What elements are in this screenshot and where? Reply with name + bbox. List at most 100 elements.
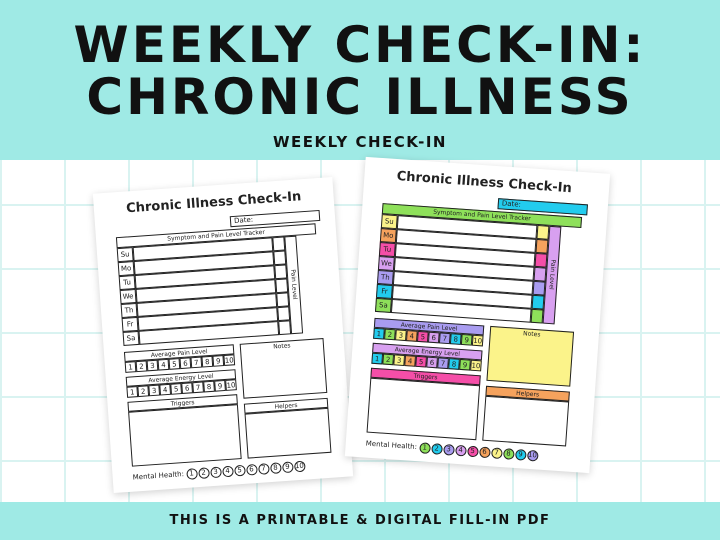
mental-health-option-6[interactable]: 6 xyxy=(245,463,258,476)
avg-energy-cell-2[interactable]: 2 xyxy=(382,353,395,366)
title-line-1: WEEKLY CHECK-IN: xyxy=(73,16,647,74)
day-label-mo: Mo xyxy=(379,228,397,244)
avg-pain-cell-4[interactable]: 4 xyxy=(406,330,418,342)
helpers-box[interactable] xyxy=(244,407,332,459)
avg-pain-cell-10[interactable]: 10 xyxy=(223,354,236,366)
avg-pain-cell-3[interactable]: 3 xyxy=(146,359,159,372)
avg-energy-cell-2[interactable]: 2 xyxy=(137,385,150,398)
avg-energy-cell-10[interactable]: 10 xyxy=(470,359,482,372)
triggers-box[interactable] xyxy=(128,404,242,467)
avg-pain-cell-5[interactable]: 5 xyxy=(416,330,429,343)
pain-level-box xyxy=(534,252,548,268)
avg-pain-cell-6[interactable]: 6 xyxy=(179,357,192,370)
pain-level-text: Pain Level xyxy=(547,259,557,290)
pain-level-box xyxy=(276,292,290,308)
avg-energy-cell-4[interactable]: 4 xyxy=(159,383,172,396)
pain-level-box xyxy=(531,294,545,310)
day-label-th: Th xyxy=(376,269,394,286)
helpers-box[interactable] xyxy=(482,395,570,447)
pain-level-box xyxy=(273,250,287,266)
avg-energy-cell-1[interactable]: 1 xyxy=(126,386,139,398)
avg-pain-cell-5[interactable]: 5 xyxy=(168,358,181,370)
mental-health-option-1[interactable]: 1 xyxy=(418,442,431,455)
mental-health-option-4[interactable]: 4 xyxy=(221,465,234,478)
mental-health-option-6[interactable]: 6 xyxy=(478,446,491,459)
mental-health-option-7[interactable]: 7 xyxy=(490,447,503,460)
avg-energy-cell-4[interactable]: 4 xyxy=(404,355,417,367)
mental-health-option-5[interactable]: 5 xyxy=(466,445,479,458)
day-label-we: We xyxy=(377,255,395,272)
mental-health-option-5[interactable]: 5 xyxy=(233,464,246,477)
avg-energy-cell-1[interactable]: 1 xyxy=(371,352,384,365)
pain-level-box xyxy=(274,264,288,280)
mental-health-option-10[interactable]: 10 xyxy=(526,449,539,462)
mental-health-option-8[interactable]: 8 xyxy=(502,448,515,460)
avg-pain-cell-1[interactable]: 1 xyxy=(124,361,137,373)
pain-level-box xyxy=(275,278,289,294)
mental-health-option-2[interactable]: 2 xyxy=(430,443,443,455)
avg-pain-cell-7[interactable]: 7 xyxy=(190,356,203,369)
pain-level-text: Pain Level xyxy=(289,269,299,300)
mental-health-label: Mental Health: xyxy=(132,469,187,482)
avg-pain-cell-2[interactable]: 2 xyxy=(384,328,396,341)
avg-pain-cell-2[interactable]: 2 xyxy=(135,360,148,373)
avg-energy-cell-7[interactable]: 7 xyxy=(437,357,449,370)
avg-energy-cell-5[interactable]: 5 xyxy=(170,383,183,395)
avg-energy-cell-7[interactable]: 7 xyxy=(192,381,204,394)
subtitle: WEEKLY CHECK-IN xyxy=(273,133,447,151)
day-label-sa: Sa xyxy=(122,330,140,346)
mental-health-option-3[interactable]: 3 xyxy=(209,466,222,479)
day-label-su: Su xyxy=(380,214,398,230)
pain-level-box xyxy=(533,266,547,282)
day-label-tu: Tu xyxy=(378,242,396,258)
avg-pain-cell-6[interactable]: 6 xyxy=(427,331,440,344)
pain-level-box xyxy=(536,224,550,240)
day-label-mo: Mo xyxy=(117,261,135,277)
notes-box[interactable]: Notes xyxy=(239,338,328,399)
avg-energy-cell-6[interactable]: 6 xyxy=(181,382,193,395)
avg-pain-cell-7[interactable]: 7 xyxy=(438,332,451,345)
avg-pain-cell-8[interactable]: 8 xyxy=(449,333,462,345)
mental-health-option-2[interactable]: 2 xyxy=(197,467,210,480)
avg-energy-cell-6[interactable]: 6 xyxy=(426,356,438,369)
mental-health-option-10[interactable]: 10 xyxy=(293,460,306,473)
page-title: Chronic Illness Check-In xyxy=(396,169,573,197)
day-label-th: Th xyxy=(120,302,138,319)
avg-energy-cell-8[interactable]: 8 xyxy=(448,358,460,370)
avg-pain-cell-9[interactable]: 9 xyxy=(460,333,473,346)
avg-pain-cell-9[interactable]: 9 xyxy=(212,355,225,367)
avg-pain-cell-4[interactable]: 4 xyxy=(157,358,170,371)
avg-energy-cell-9[interactable]: 9 xyxy=(459,358,471,371)
mental-health-option-3[interactable]: 3 xyxy=(442,443,455,456)
mental-health-option-4[interactable]: 4 xyxy=(454,444,467,457)
day-label-fr: Fr xyxy=(121,316,139,332)
notes-box[interactable]: Notes xyxy=(486,325,575,387)
avg-energy-cell-8[interactable]: 8 xyxy=(203,380,215,393)
avg-pain-cell-10[interactable]: 10 xyxy=(471,334,484,347)
planner-page-bw: Chronic Illness Check-In Date: Symptom and… xyxy=(92,176,354,494)
mental-health-option-9[interactable]: 9 xyxy=(281,461,294,474)
title-line-2: CHRONIC ILLNESS xyxy=(86,68,634,126)
day-label-sa: Sa xyxy=(374,297,392,313)
triggers-box[interactable] xyxy=(366,377,481,441)
mental-health-option-9[interactable]: 9 xyxy=(514,448,527,461)
day-label-su: Su xyxy=(116,247,134,263)
day-label-fr: Fr xyxy=(375,283,393,299)
pain-level-box xyxy=(535,238,549,254)
mental-health-option-1[interactable]: 1 xyxy=(185,468,198,480)
avg-energy-cell-3[interactable]: 3 xyxy=(393,354,406,367)
avg-energy-cell-5[interactable]: 5 xyxy=(415,355,427,368)
avg-energy-cell-9[interactable]: 9 xyxy=(214,379,226,392)
footer-banner: THIS IS A PRINTABLE & DIGITAL FILL-IN PD… xyxy=(0,502,720,540)
mental-health-option-8[interactable]: 8 xyxy=(269,462,282,475)
avg-pain-cell-8[interactable]: 8 xyxy=(201,355,214,368)
planner-page-color: Chronic Illness Check-In Date: Symptom and… xyxy=(344,156,611,474)
avg-pain-cell-3[interactable]: 3 xyxy=(395,329,407,342)
day-label-we: We xyxy=(119,288,137,305)
mental-health-option-7[interactable]: 7 xyxy=(257,463,270,475)
pain-level-box xyxy=(277,306,291,322)
avg-pain-cell-1[interactable]: 1 xyxy=(373,327,385,340)
avg-energy-cell-10[interactable]: 10 xyxy=(225,379,237,391)
day-label-tu: Tu xyxy=(118,275,136,291)
avg-energy-cell-3[interactable]: 3 xyxy=(148,384,161,397)
